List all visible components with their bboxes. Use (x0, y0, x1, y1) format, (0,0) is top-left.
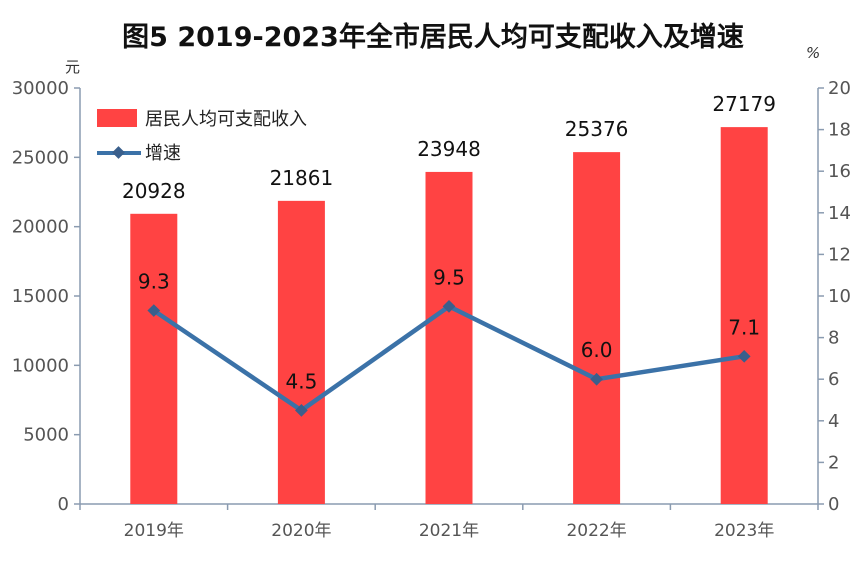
left-tick-label: 15000 (12, 286, 69, 307)
legend-bar-swatch (97, 109, 137, 127)
right-tick-label: 18 (828, 120, 851, 141)
legend-line-marker (112, 146, 125, 159)
right-tick-label: 6 (828, 369, 839, 390)
income-bar (425, 171, 473, 504)
x-tick-label: 2023年 (714, 521, 774, 541)
left-tick-label: 20000 (12, 217, 69, 238)
x-tick-label: 2022年 (566, 521, 626, 541)
growth-label: 9.3 (138, 270, 170, 294)
right-axis-ticks: 0 2 4 6 8 10 12 14 16 18 20 (818, 78, 851, 515)
legend: 居民人均可支配收入 增速 (97, 109, 307, 164)
left-tick-label: 25000 (12, 147, 69, 168)
x-tick-label: 2021年 (419, 521, 479, 541)
left-tick-label: 30000 (12, 78, 69, 99)
bar-series (130, 127, 768, 505)
growth-label: 7.1 (728, 315, 760, 339)
right-tick-label: 12 (828, 244, 851, 265)
income-bar-label: 20928 (122, 179, 186, 203)
right-axis-unit: % (806, 44, 820, 62)
income-bar-label: 21861 (270, 166, 334, 190)
income-bar-label: 23948 (417, 137, 481, 161)
x-tick-label: 2020年 (271, 521, 331, 541)
right-tick-label: 0 (828, 494, 839, 515)
growth-label: 9.5 (433, 265, 465, 289)
income-bar-label: 27179 (712, 92, 776, 116)
growth-marker (147, 304, 161, 317)
left-axis-unit: 元 (65, 58, 80, 76)
income-bar (573, 152, 621, 505)
left-tick-label: 5000 (23, 425, 69, 446)
x-axis-ticks: 2019年 2020年 2021年 2022年 2023年 (79, 504, 819, 541)
right-tick-label: 10 (828, 286, 851, 307)
bar-labels: 20928 21861 23948 25376 27179 (122, 92, 776, 203)
right-tick-label: 20 (828, 78, 851, 99)
right-tick-label: 4 (828, 411, 839, 432)
x-tick-label: 2019年 (124, 521, 184, 541)
income-bar (720, 127, 768, 505)
legend-bar-label: 居民人均可支配收入 (145, 109, 307, 130)
income-bar (130, 213, 178, 504)
right-tick-label: 8 (828, 328, 839, 349)
chart-title: 图5 2019-2023年全市居民人均可支配收入及增速 (122, 21, 744, 53)
income-bar-label: 25376 (565, 117, 629, 141)
growth-marker (442, 300, 456, 313)
left-axis-ticks: 0 5000 10000 15000 20000 25000 30000 (12, 78, 80, 515)
right-tick-label: 2 (828, 452, 839, 473)
growth-label: 4.5 (285, 369, 317, 393)
right-tick-label: 16 (828, 161, 851, 182)
growth-label: 6.0 (581, 338, 613, 362)
left-tick-label: 0 (58, 494, 69, 515)
growth-marker (295, 404, 308, 417)
legend-line-label: 增速 (145, 143, 181, 164)
line-labels: 9.3 4.5 9.5 6.0 7.1 (138, 265, 760, 393)
right-tick-label: 14 (828, 203, 851, 224)
left-tick-label: 10000 (12, 355, 69, 376)
income-bar (277, 200, 325, 505)
